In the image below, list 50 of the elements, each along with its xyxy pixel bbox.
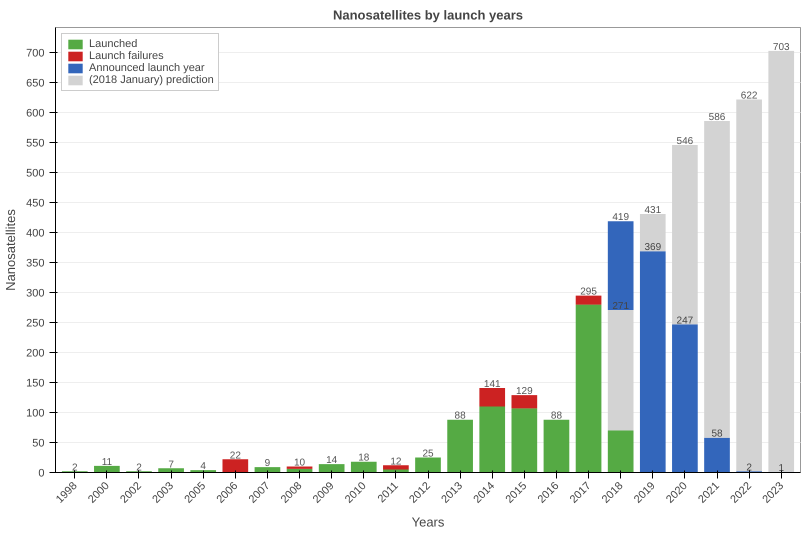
y-tick-label: 350 [26, 258, 45, 270]
annotation: 369 [644, 242, 662, 254]
total-label: 2 [72, 462, 78, 474]
annotation: 271 [612, 300, 630, 312]
total-label: 14 [326, 455, 338, 466]
total-label: 10 [294, 458, 306, 469]
total-label: 129 [516, 386, 534, 398]
total-label: 4 [200, 461, 206, 472]
y-tick-label: 700 [26, 48, 45, 60]
y-tick-label: 200 [26, 348, 45, 360]
y-axis-title: Nanosatellites [3, 208, 18, 291]
chart-title: Nanosatellites by launch years [332, 8, 524, 22]
total-label: 703 [772, 42, 790, 53]
y-tick-label: 400 [26, 228, 45, 240]
legend-label: Announced launch year [89, 62, 205, 74]
total-label: 586 [708, 112, 726, 124]
total-label: 622 [740, 90, 758, 102]
total-label: 546 [676, 136, 694, 148]
legend-label: Launch failures [89, 50, 164, 62]
x-axis-title: Years [412, 514, 445, 530]
total-label: 12 [390, 456, 402, 468]
legend-label: (2018 January) prediction [89, 74, 214, 86]
legend-label: Launched [89, 38, 138, 50]
annotation: 58 [711, 428, 724, 440]
y-tick-label: 550 [26, 138, 45, 150]
y-tick-label: 450 [26, 198, 45, 210]
total-label: 7 [168, 459, 174, 470]
total-label: 2 [136, 462, 142, 474]
y-tick-label: 250 [26, 318, 45, 330]
total-label: 431 [644, 205, 662, 216]
annotation: 247 [676, 315, 694, 326]
total-label: 18 [358, 452, 370, 464]
total-label: 419 [612, 212, 630, 224]
y-tick-label: 50 [32, 438, 45, 450]
y-tick-label: 500 [26, 168, 45, 180]
total-label: 141 [484, 378, 502, 390]
y-tick-label: 300 [26, 288, 45, 300]
y-tick-label: 150 [26, 378, 45, 390]
y-tick-label: 600 [26, 108, 45, 120]
total-label: 88 [550, 410, 562, 422]
total-label: 88 [454, 410, 466, 422]
total-label: 25 [422, 448, 434, 460]
annotation: 2 [746, 462, 752, 474]
total-label: 11 [102, 456, 113, 468]
y-tick-label: 650 [26, 78, 45, 90]
total-label: 295 [580, 286, 598, 298]
total-label: 22 [230, 450, 242, 462]
y-tick-label: 100 [26, 408, 45, 420]
total-label: 9 [264, 458, 271, 470]
y-tick-label: 0 [38, 468, 45, 480]
